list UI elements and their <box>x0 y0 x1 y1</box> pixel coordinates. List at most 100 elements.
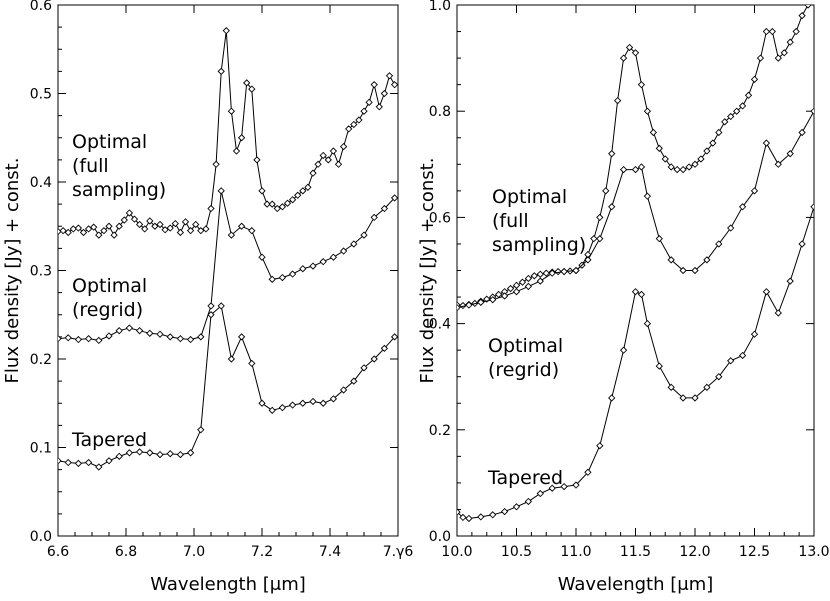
left-data-point-marker <box>365 98 373 106</box>
right-series-optimal-regrid <box>457 107 814 312</box>
right-data-point-marker <box>572 481 580 489</box>
left-data-point-marker <box>120 216 128 224</box>
left-data-point-marker <box>273 204 281 213</box>
left-data-point-marker <box>339 386 348 394</box>
right-data-point-marker <box>489 296 497 304</box>
left-x-tick-label: 6.8 <box>115 544 137 560</box>
right-data-point-marker <box>524 274 533 283</box>
left-data-point-marker <box>100 227 108 235</box>
left-series-annotation: sampling) <box>72 179 166 201</box>
left-data-point-marker <box>299 399 307 407</box>
right-data-point-marker <box>465 514 473 523</box>
left-data-point-marker <box>380 204 389 213</box>
right-data-point-marker <box>542 269 550 277</box>
left-data-point-marker <box>237 134 246 142</box>
right-data-point-marker <box>744 91 753 99</box>
left-data-point-marker <box>355 116 363 124</box>
right-data-point-marker <box>798 11 806 20</box>
right-series-annotation: sampling) <box>492 234 586 256</box>
left-data-point-marker <box>278 404 287 412</box>
right-data-point-marker <box>608 150 616 158</box>
right-data-point-marker <box>768 27 776 36</box>
left-data-point-marker <box>309 397 317 406</box>
left-data-point-marker <box>283 199 292 207</box>
left-data-point-marker <box>339 142 348 151</box>
right-data-point-marker <box>667 256 675 264</box>
right-data-point-marker <box>655 362 663 370</box>
left-data-point-marker <box>227 231 236 239</box>
right-data-point-marker <box>548 484 556 492</box>
left-data-point-marker <box>345 125 353 133</box>
right-data-point-marker <box>685 163 693 171</box>
left-y-tick-label: 0.3 <box>30 264 52 280</box>
left-chart-panel: 6.6 6.8 7.0 7.2 7.4 7.γ6 0.0 0.1 0.2 0.3 0.4 0.5 0.6… <box>2 0 413 595</box>
right-series-annotation: (regrid) <box>488 359 559 381</box>
left-data-point-marker <box>227 355 236 363</box>
left-data-point-marker <box>79 228 88 237</box>
left-x-tick-label: 7.0 <box>183 544 205 560</box>
left-data-point-marker <box>309 169 317 177</box>
left-data-point-marker <box>329 395 338 403</box>
right-y-tick-label: 0.6 <box>429 210 451 226</box>
left-data-point-marker <box>299 187 307 195</box>
left-data-point-marker <box>181 218 190 226</box>
left-data-point-marker <box>288 401 297 409</box>
right-data-point-marker <box>457 304 461 312</box>
left-data-point-marker <box>135 220 144 229</box>
left-x-axis-title: Wavelength [μm] <box>150 574 306 595</box>
right-data-point-marker <box>643 107 652 115</box>
left-data-point-marker <box>176 228 185 237</box>
left-data-point-marker <box>227 107 236 115</box>
right-data-point-marker <box>786 150 794 158</box>
right-data-point-marker <box>721 118 729 126</box>
left-data-point-marker <box>390 81 398 89</box>
left-data-point-marker <box>217 187 225 195</box>
left-data-point-marker <box>360 107 368 115</box>
right-data-point-marker <box>554 267 562 276</box>
right-data-point-marker <box>536 277 544 285</box>
left-data-point-marker <box>105 457 113 465</box>
right-data-point-marker <box>774 160 782 168</box>
left-data-point-marker <box>74 459 83 468</box>
right-data-point-marker <box>750 187 759 195</box>
left-data-point-marker <box>115 222 123 230</box>
right-data-point-marker <box>643 192 652 200</box>
left-y-tick-label: 0.6 <box>30 0 52 14</box>
left-data-point-marker <box>186 335 195 344</box>
left-data-point-marker <box>64 334 72 342</box>
right-data-point-marker <box>518 278 527 286</box>
right-data-point-marker <box>530 272 538 280</box>
right-y-tick-label: 0.8 <box>429 104 451 120</box>
right-data-point-marker <box>596 213 604 222</box>
left-data-point-marker <box>248 359 256 368</box>
left-data-point-marker <box>380 89 389 98</box>
right-data-point-marker <box>697 155 705 163</box>
right-data-point-marker <box>465 301 473 309</box>
left-data-point-marker <box>350 377 358 385</box>
right-data-point-marker <box>619 54 628 62</box>
left-data-point-marker <box>390 333 398 341</box>
right-data-point-marker <box>477 513 485 521</box>
left-data-point-marker <box>146 217 154 225</box>
left-data-point-marker <box>288 196 297 204</box>
left-series-tapered <box>58 302 398 471</box>
right-data-point-marker <box>703 256 711 264</box>
left-data-point-marker <box>309 262 317 270</box>
right-data-point-marker <box>762 288 771 296</box>
left-data-point-marker <box>258 253 266 261</box>
left-data-point-marker <box>115 452 123 460</box>
right-data-point-marker <box>560 482 568 491</box>
left-series-optimal-full <box>58 27 398 239</box>
left-data-point-marker <box>95 231 103 239</box>
right-data-point-marker <box>691 266 699 275</box>
left-data-point-marker <box>186 227 195 235</box>
left-data-point-marker <box>268 200 276 208</box>
right-data-point-marker <box>679 165 687 174</box>
left-data-point-marker <box>156 330 164 338</box>
left-x-tick-label: 7.γ6 <box>383 544 414 560</box>
left-data-point-marker <box>176 450 185 459</box>
left-series-annotation: Optimal <box>72 275 147 297</box>
left-data-point-marker <box>146 449 154 457</box>
left-data-point-marker <box>166 450 174 458</box>
left-series-optimal-regrid-line <box>58 190 395 341</box>
